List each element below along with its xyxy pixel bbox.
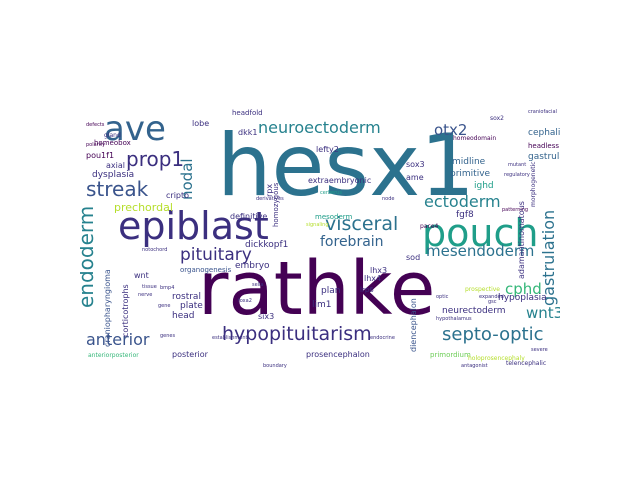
word-signaling: signaling <box>306 223 329 228</box>
word-gastrulation: gastrulation <box>541 210 557 306</box>
word-patterning: patterning <box>502 208 528 213</box>
word-ighd: ighd <box>474 182 494 191</box>
word-node: node <box>382 197 394 202</box>
word-cripto: cripto <box>166 192 189 200</box>
word-prosencephalon: prosencephalon <box>306 351 370 359</box>
word-hypothalamus: hypothalamus <box>436 317 472 322</box>
word-dysplasia: dysplasia <box>92 171 134 180</box>
word-cephalic: cephalic <box>528 129 560 138</box>
word-notochord: notochord <box>142 248 167 253</box>
word-sox3: sox3 <box>406 161 425 169</box>
word-bmp4: bmp4 <box>160 286 174 291</box>
word-craniopharyngioma: craniopharyngioma <box>104 269 112 347</box>
word-wnt: wnt <box>134 272 149 280</box>
word-primitive: primitive <box>450 170 490 179</box>
word-homozygous: homozygous <box>273 183 280 227</box>
word-establishment: establishment <box>212 336 248 341</box>
word-pace4: pace4 <box>420 224 438 230</box>
word-lrp6: lrp6 <box>360 287 374 294</box>
word-genes: genes <box>160 334 175 339</box>
word-posterior: posterior <box>172 351 208 359</box>
word-wnt3: wnt3 <box>526 306 560 321</box>
word-ame: ame <box>406 174 424 182</box>
word-morphogenetic: morphogenetic <box>531 161 537 207</box>
word-fgf8: fgf8 <box>456 211 474 220</box>
word-headfold: headfold <box>232 110 263 117</box>
word-headless: headless <box>528 143 559 150</box>
word-anteriorposterior: anteriorposterior <box>88 353 139 359</box>
word-gland: gland <box>104 133 121 139</box>
word-nerve: nerve <box>138 293 152 298</box>
word-axial: axial <box>106 162 125 170</box>
word-sod: sod <box>406 254 420 262</box>
word-organogenesis: organogenesis <box>180 267 231 274</box>
word-mutant: mutant <box>508 163 526 168</box>
word-derivatives: derivatives <box>256 197 284 202</box>
word-holoprosencephaly: holoprosencephaly <box>468 356 525 362</box>
word-cerberus: cerberus <box>320 191 342 196</box>
word-diencephalon: diencephalon <box>410 298 418 352</box>
word-head: head <box>172 312 194 321</box>
word-six3: six3 <box>258 313 274 321</box>
word-dkk1: dkk1 <box>238 129 257 137</box>
word-forebrain: forebrain <box>320 235 384 249</box>
word-regulatory: regulatory <box>504 173 530 178</box>
word-optic: optic <box>436 295 448 300</box>
word-endoderm: endoderm <box>80 206 96 308</box>
word-ectoderm: ectoderm <box>424 194 501 210</box>
word-foxa2: foxa2 <box>238 299 252 304</box>
word-lefty2: lefty2 <box>316 146 339 154</box>
word-septo-optic: septo-optic <box>442 326 544 344</box>
word-embryo: embryo <box>235 262 270 271</box>
word-definitive: definitive <box>230 213 267 221</box>
word-dickkopf1: dickkopf1 <box>245 241 288 250</box>
word-sox2: sox2 <box>490 116 504 122</box>
word-defects: defects <box>86 123 104 128</box>
word-polarity: polarity <box>86 143 105 148</box>
word-primordium: primordium <box>430 352 471 359</box>
word-neurectoderm: neurectoderm <box>442 307 506 316</box>
word-plan: plan <box>321 287 340 296</box>
word-corticotrophs: corticotrophs <box>122 284 130 337</box>
word-hypoplasia: hypoplasia <box>498 294 547 303</box>
word-homeodomain: homeodomain <box>453 136 496 142</box>
word-craniofacial: craniofacial <box>528 110 557 115</box>
word-severe: severe <box>531 348 548 353</box>
word-prospective: prospective <box>465 287 500 293</box>
word-lim1: lim1 <box>312 301 332 310</box>
word-plate: plate <box>180 302 203 311</box>
word-lobe: lobe <box>192 120 209 128</box>
word-pou1f1: pou1f1 <box>86 152 114 160</box>
word-gsc: gsc <box>488 300 497 305</box>
word-prop1: prop1 <box>126 149 184 169</box>
word-neuroectoderm: neuroectoderm <box>258 120 381 136</box>
word-midline: midline <box>452 158 485 167</box>
word-antagonist: antagonist <box>461 364 488 369</box>
word-mesoderm: mesoderm <box>315 214 352 221</box>
word-boundary: boundary <box>263 364 287 369</box>
word-prechordal: prechordal <box>114 202 173 213</box>
word-anterior: anterior <box>86 332 149 348</box>
word-extraembryonic: extraembryonic <box>308 177 371 185</box>
word-sella: sella <box>252 283 264 288</box>
word-lhx4: lhx4 <box>364 275 381 283</box>
word-tissue: tissue <box>142 285 157 290</box>
word-endocrine: endocrine <box>370 336 395 341</box>
word-cloud: rathke hesx1 epiblast pouch ave prop1 st… <box>80 107 560 373</box>
word-gene: gene <box>158 304 171 309</box>
word-streak: streak <box>86 179 148 199</box>
